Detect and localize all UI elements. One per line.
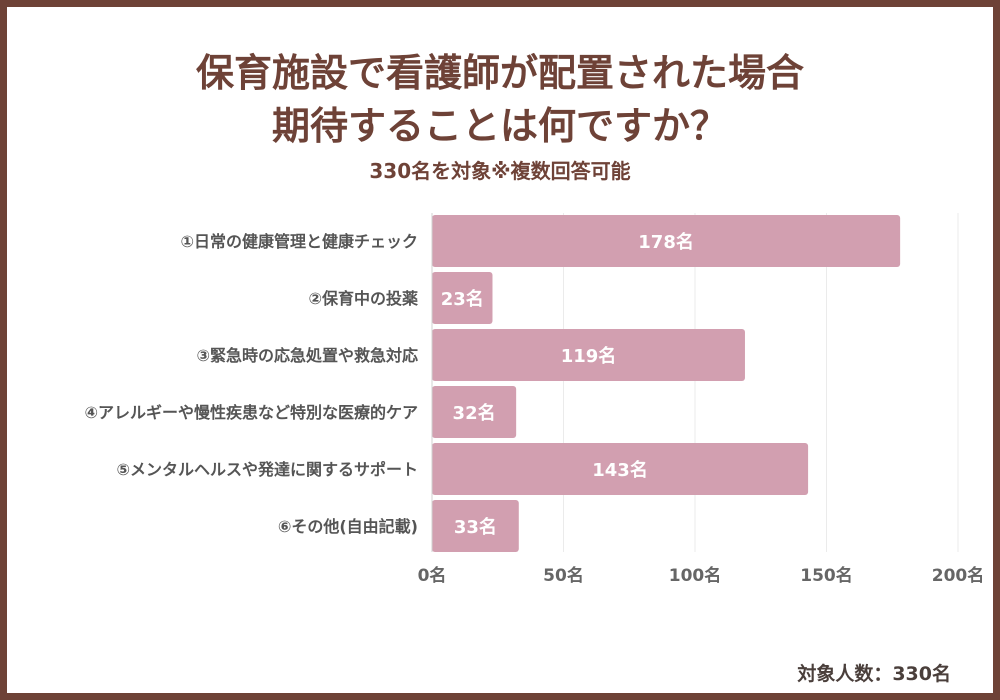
bar xyxy=(432,215,901,267)
bar-value-label: 33名 xyxy=(454,516,497,538)
category-label: ⑤メンタルヘルスや発達に関するサポート xyxy=(116,460,418,479)
category-label: ②保育中の投薬 xyxy=(308,289,419,308)
category-label: ③緊急時の応急処置や救急対応 xyxy=(196,346,418,365)
chart-title-line1: 保育施設で看護師が配置された場合 xyxy=(195,51,804,95)
bar xyxy=(432,329,745,381)
bar-value-label: 32名 xyxy=(453,402,496,424)
bar-value-label: 178名 xyxy=(638,231,694,253)
chart-subtitle: 330名を対象※複数回答可能 xyxy=(369,159,631,183)
bar xyxy=(432,386,517,438)
chart-frame: 保育施設で看護師が配置された場合 期待することは何ですか？ 330名を対象※複数… xyxy=(7,7,993,693)
x-tick-label: 200名 xyxy=(932,565,985,586)
category-label: ④アレルギーや慢性疾患など特別な医療的ケア xyxy=(84,403,418,422)
bar xyxy=(432,443,809,495)
bar-chart: 178名 ①日常の健康管理と健康チェック 23名 ②保育中の投薬 119名 ③緊急時の応急… xyxy=(84,213,985,586)
x-tick-label: 150名 xyxy=(800,565,853,586)
x-tick-label: 100名 xyxy=(669,565,722,586)
bar-value-label: 143名 xyxy=(592,459,648,481)
sample-size-note: 対象人数：330名 xyxy=(797,663,951,685)
category-label: ①日常の健康管理と健康チェック xyxy=(180,232,418,251)
chart-title-line2: 期待することは何ですか？ xyxy=(271,104,728,148)
bar xyxy=(432,272,493,324)
x-tick-label: 50名 xyxy=(543,565,584,586)
bar xyxy=(432,500,519,552)
bar-value-label: 119名 xyxy=(561,345,617,367)
category-label: ⑥その他(自由記載) xyxy=(278,517,418,536)
x-tick-label: 0名 xyxy=(418,565,447,586)
bar-value-label: 23名 xyxy=(441,288,484,310)
